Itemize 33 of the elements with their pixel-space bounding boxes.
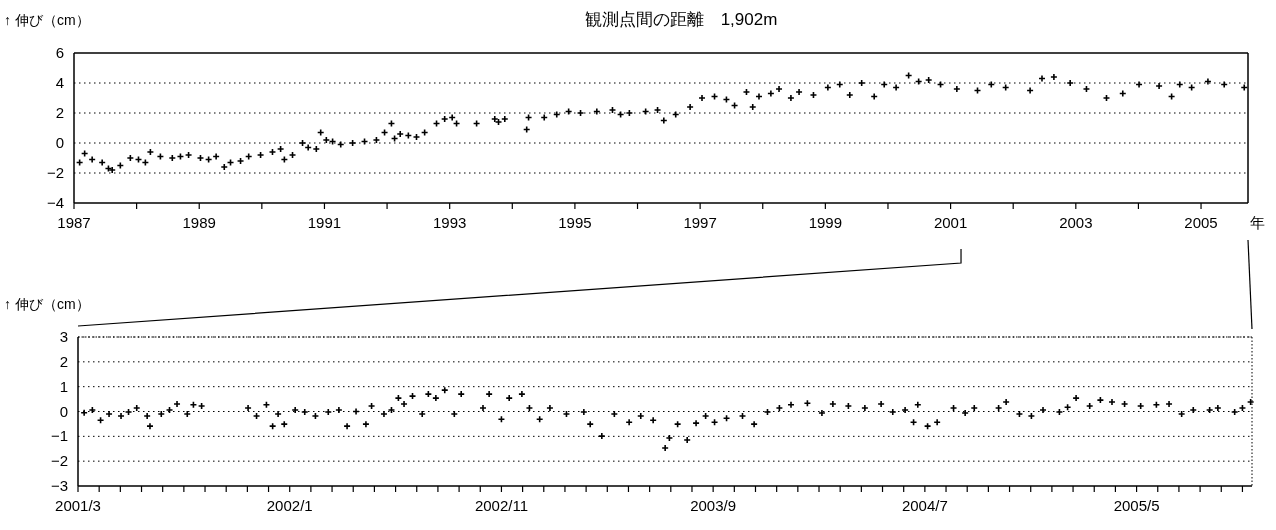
x-tick-label: 2002/1	[266, 497, 313, 514]
x-tick-label: 1993	[432, 214, 467, 231]
x-tick-label: 2004/7	[901, 497, 948, 514]
y-tick-label: −1	[50, 427, 68, 445]
y-tick-label: −3	[50, 477, 68, 494]
y-tick-label: 6	[55, 44, 64, 61]
chart-title: 観測点間の距離 1,902m	[584, 10, 778, 29]
x-tick-label: 1989	[182, 214, 216, 231]
x-tick-label: 2002/11	[474, 497, 528, 514]
x-tick-label: 1991	[307, 214, 342, 231]
y-tick-label: 4	[55, 74, 64, 91]
x-tick-label: 2003/9	[690, 497, 737, 514]
x-tick-label: 2003	[1059, 214, 1093, 231]
y-tick-label: −4	[46, 194, 64, 211]
y-axis-title: ↑ 伸び（cm）	[4, 296, 90, 312]
y-tick-label: −2	[50, 452, 68, 470]
x-tick-label: 2001	[933, 214, 968, 231]
x-tick-label: 2005	[1184, 214, 1218, 231]
x-axis-title: 年	[1250, 214, 1265, 231]
x-tick-label: 1997	[683, 214, 717, 231]
y-tick-label: 0	[55, 134, 64, 151]
y-tick-label: 2	[59, 352, 68, 370]
y-tick-label: −2	[46, 164, 64, 181]
y-tick-label: 1	[59, 377, 68, 395]
y-axis-title: ↑ 伸び（cm）	[4, 12, 90, 28]
x-tick-label: 1999	[808, 214, 843, 231]
x-tick-label: 2005/5	[1113, 497, 1160, 514]
x-tick-label: 1987	[57, 214, 91, 231]
y-tick-label: 0	[59, 402, 68, 420]
y-tick-label: 3	[59, 328, 68, 345]
x-tick-label: 1995	[558, 214, 592, 231]
x-tick-label: 2001/3	[55, 497, 101, 514]
y-tick-label: 2	[55, 104, 64, 121]
